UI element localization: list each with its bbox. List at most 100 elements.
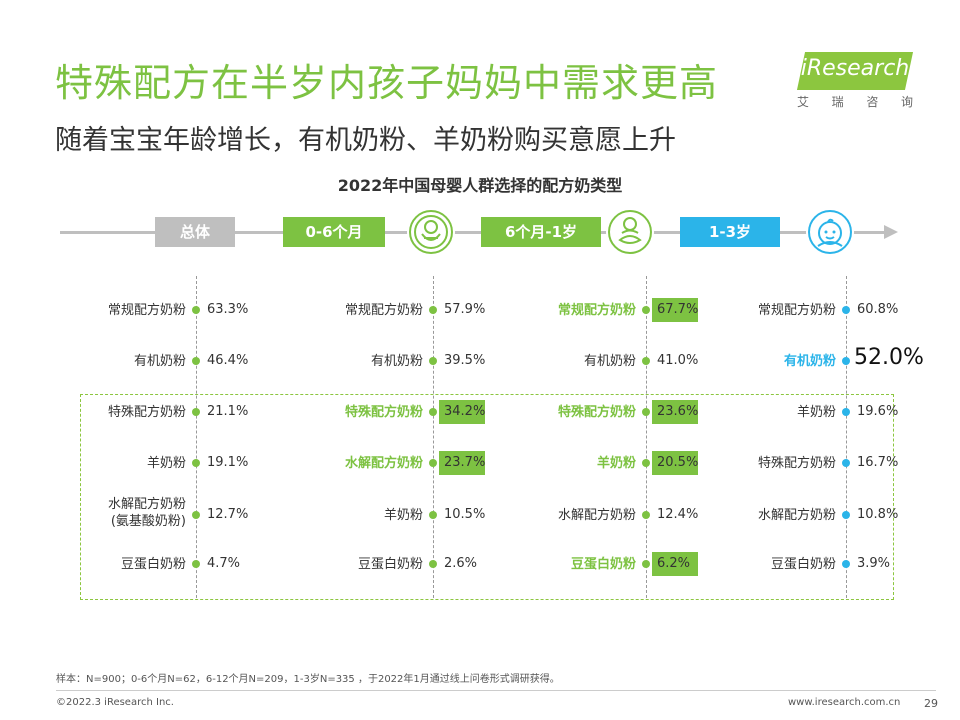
data-point	[429, 408, 437, 416]
item-label: 特殊配方奶粉	[757, 456, 836, 471]
list-item: 豆蛋白奶粉 2.6%	[303, 554, 503, 594]
item-value: 41.0%	[657, 353, 699, 368]
chart-title: 2022年中国母婴人群选择的配方奶类型	[337, 176, 623, 195]
item-value: 39.5%	[444, 353, 486, 368]
group-label: 6个月-1岁	[481, 217, 601, 247]
highlight-dashed-box	[80, 394, 894, 600]
item-label: 豆蛋白奶粉	[570, 557, 636, 572]
list-item: 特殊配方奶粉 16.7%	[716, 453, 916, 493]
data-point	[642, 357, 650, 365]
item-value: 23.7%	[444, 455, 486, 470]
list-item: 有机奶粉 41.0%	[516, 351, 716, 391]
website: www.iresearch.com.cn	[788, 697, 901, 708]
item-label: 有机奶粉	[583, 354, 636, 369]
item-value: 23.6%	[657, 404, 699, 419]
axis-line	[196, 276, 197, 598]
timeline-line	[60, 231, 890, 234]
item-value: 12.7%	[207, 507, 249, 522]
list-item: 水解配方奶粉 10.8%	[716, 505, 916, 545]
list-item: 羊奶粉 20.5%	[516, 451, 716, 493]
data-point	[429, 357, 437, 365]
list-item: 羊奶粉 19.6%	[716, 402, 916, 442]
list-item: 水解配方奶粉 12.4%	[516, 505, 716, 545]
item-label: 水解配方奶粉	[757, 508, 836, 523]
logo-sub: 艾 瑞 咨 询	[797, 95, 913, 109]
value-highlight	[439, 400, 485, 424]
value-highlight	[652, 451, 698, 475]
data-point	[842, 306, 850, 314]
value-highlight	[652, 298, 698, 322]
list-item: 羊奶粉 10.5%	[303, 505, 503, 545]
item-label: 常规配方奶粉	[344, 303, 423, 318]
value-highlight	[439, 451, 485, 475]
list-item: 有机奶粉 46.4%	[66, 351, 266, 391]
item-value: 16.7%	[857, 455, 899, 470]
item-value: 52.0%	[854, 345, 924, 370]
list-item: 常规配方奶粉 57.9%	[303, 300, 503, 340]
page-number: 29	[924, 697, 938, 710]
item-label: 豆蛋白奶粉	[770, 557, 836, 572]
sitting-baby-icon	[606, 208, 654, 256]
item-label: 特殊配方奶粉	[107, 405, 186, 420]
iresearch-logo: iResearch 艾 瑞 咨 询	[795, 52, 915, 112]
data-point	[842, 560, 850, 568]
item-label: 羊奶粉	[596, 456, 636, 471]
item-value: 19.6%	[857, 404, 899, 419]
data-point	[842, 408, 850, 416]
list-item: 常规配方奶粉 63.3%	[66, 300, 266, 340]
item-label: 特殊配方奶粉	[344, 405, 423, 420]
data-point	[192, 459, 200, 467]
list-item: 特殊配方奶粉 21.1%	[66, 402, 266, 442]
item-value: 60.8%	[857, 302, 899, 317]
item-label: 水解配方奶粉 (氨基酸奶粉)	[107, 497, 186, 529]
item-value: 19.1%	[207, 455, 249, 470]
item-label: 水解配方奶粉	[557, 508, 636, 523]
data-point	[429, 306, 437, 314]
item-value: 10.8%	[857, 507, 899, 522]
axis-line	[646, 276, 647, 598]
list-item: 有机奶粉 39.5%	[303, 351, 503, 391]
data-point	[192, 511, 200, 519]
value-highlight	[652, 552, 698, 576]
item-value: 3.9%	[857, 556, 891, 571]
list-item: 常规配方奶粉 60.8%	[716, 300, 916, 340]
data-point	[192, 560, 200, 568]
list-item: 特殊配方奶粉 34.2%	[303, 400, 503, 442]
page-title: 特殊配方在半岁内孩子妈妈中需求更高	[55, 61, 719, 105]
item-label: 羊奶粉	[796, 405, 836, 420]
item-value: 67.7%	[657, 302, 699, 317]
group-label: 1-3岁	[680, 217, 780, 247]
item-label: 有机奶粉	[370, 354, 423, 369]
item-value: 57.9%	[444, 302, 486, 317]
list-item: 豆蛋白奶粉 3.9%	[716, 554, 916, 594]
data-point	[842, 459, 850, 467]
item-value: 4.7%	[207, 556, 241, 571]
item-label: 羊奶粉	[383, 508, 423, 523]
item-label: 豆蛋白奶粉	[357, 557, 423, 572]
list-item: 常规配方奶粉 67.7%	[516, 298, 716, 340]
data-point	[429, 459, 437, 467]
list-item: 有机奶粉 52.0%	[716, 345, 924, 391]
item-value: 12.4%	[657, 507, 699, 522]
axis-line	[846, 276, 847, 598]
data-point	[642, 459, 650, 467]
value-highlight	[652, 400, 698, 424]
data-point	[192, 408, 200, 416]
data-point	[192, 357, 200, 365]
item-value: 2.6%	[444, 556, 478, 571]
data-point	[192, 306, 200, 314]
list-item: 豆蛋白奶粉 6.2%	[516, 552, 716, 594]
page-subtitle: 随着宝宝年龄增长，有机奶粉、羊奶粉购买意愿上升	[55, 125, 676, 156]
list-item: 豆蛋白奶粉 4.7%	[66, 554, 266, 594]
group-panel: 常规配方奶粉 67.7% 有机奶粉 41.0% 特殊配方奶粉 23.6% 羊奶粉 20.5% 水…	[516, 270, 716, 600]
data-point	[842, 357, 850, 365]
item-label: 有机奶粉	[133, 354, 186, 369]
timeline-arrow-icon	[884, 225, 898, 239]
logo-brand: iResearch	[800, 56, 910, 81]
item-label: 常规配方奶粉	[757, 303, 836, 318]
data-point	[642, 306, 650, 314]
list-item: 羊奶粉 19.1%	[66, 453, 266, 493]
list-item: 特殊配方奶粉 23.6%	[516, 400, 716, 442]
item-value: 21.1%	[207, 404, 249, 419]
item-value: 63.3%	[207, 302, 249, 317]
